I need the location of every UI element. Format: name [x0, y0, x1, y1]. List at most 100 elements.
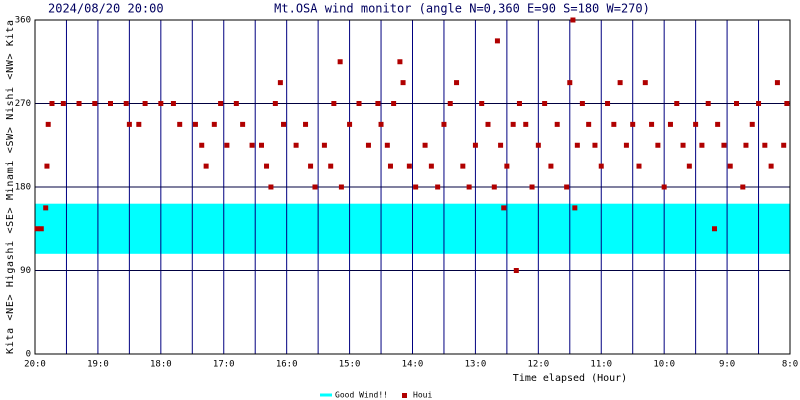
wind-point	[158, 101, 164, 106]
chart-date: 2024/08/20 20:00	[48, 2, 164, 16]
wind-point	[762, 142, 768, 148]
wind-point	[567, 80, 573, 86]
x-tick-label: 17:0	[213, 360, 235, 370]
x-tick-label: 20:0	[24, 360, 46, 370]
wind-point	[192, 121, 198, 127]
wind-point	[170, 101, 176, 106]
wind-point	[126, 121, 132, 127]
wind-point	[479, 101, 485, 106]
wind-point	[642, 80, 648, 86]
wind-point	[76, 101, 82, 106]
wind-point	[699, 142, 705, 148]
chart-title: Mt.OSA wind monitor (angle N=0,360 E=90 …	[274, 2, 650, 16]
wind-point	[721, 142, 727, 148]
wind-point	[712, 226, 717, 232]
wind-point	[574, 142, 580, 148]
wind-point	[605, 101, 611, 106]
wind-point	[400, 80, 406, 86]
legend-swatch	[402, 393, 407, 398]
wind-point	[564, 184, 570, 190]
wind-point	[655, 142, 661, 148]
wind-point	[331, 101, 337, 106]
wind-point	[579, 101, 585, 106]
wind-point	[224, 142, 230, 148]
wind-point	[535, 142, 541, 148]
wind-point	[491, 184, 497, 190]
wind-point	[281, 121, 287, 127]
wind-point	[510, 121, 516, 127]
wind-point	[308, 163, 314, 169]
wind-point	[211, 121, 217, 127]
wind-point	[734, 101, 740, 106]
x-tick-label: 13:0	[465, 360, 487, 370]
wind-point	[661, 184, 667, 190]
wind-point	[504, 163, 510, 169]
wind-point	[598, 163, 604, 169]
wind-point	[686, 163, 692, 169]
y-tick-label: 360	[15, 16, 31, 26]
y-tick-label: 180	[15, 183, 31, 193]
wind-point	[428, 163, 434, 169]
wind-point	[312, 184, 318, 190]
wind-point	[397, 59, 403, 65]
wind-point	[108, 101, 113, 106]
x-tick-label: 18:0	[150, 360, 172, 370]
wind-point	[727, 163, 733, 169]
wind-point	[413, 184, 419, 190]
y-tick-label: 90	[20, 266, 31, 276]
y-tick-label: 270	[15, 99, 31, 109]
x-tick-label: 15:0	[339, 360, 361, 370]
wind-point	[92, 101, 98, 106]
wind-point	[617, 80, 623, 86]
wind-point	[384, 142, 390, 148]
wind-point	[303, 121, 309, 127]
x-tick-label: 9:0	[719, 360, 735, 370]
wind-point	[34, 226, 40, 232]
wind-point	[740, 184, 746, 190]
x-axis-label: Time elapsed (Hour)	[513, 373, 627, 384]
wind-point	[38, 226, 44, 232]
y-axis-label: Kita <NE> Higashi <SE> Minami <SW> Nishi…	[5, 20, 16, 354]
wind-point	[365, 142, 371, 148]
wind-point	[347, 121, 353, 127]
wind-point	[272, 101, 278, 106]
wind-point	[44, 163, 50, 169]
wind-point	[328, 163, 334, 169]
x-tick-label: 10:0	[653, 360, 675, 370]
wind-point	[259, 142, 264, 148]
wind-point	[378, 121, 384, 127]
wind-point	[142, 101, 148, 106]
wind-point	[674, 101, 680, 106]
wind-point	[249, 142, 255, 148]
wind-point	[529, 184, 535, 190]
wind-point	[454, 80, 460, 86]
wind-point	[570, 17, 576, 23]
wind-point	[293, 142, 299, 148]
wind-point	[136, 121, 142, 127]
x-tick-label: 19:0	[87, 360, 109, 370]
wind-point	[513, 268, 519, 273]
wind-point	[441, 121, 447, 127]
wind-point	[240, 121, 246, 127]
legend-label: Good Wind!!	[335, 391, 388, 400]
wind-point	[611, 121, 617, 127]
wind-point	[586, 121, 592, 127]
wind-point	[43, 205, 49, 211]
plot-frame	[34, 19, 791, 355]
wind-point	[199, 142, 205, 148]
wind-point	[233, 101, 239, 106]
wind-point	[321, 142, 327, 148]
x-tick-label: 14:0	[402, 360, 424, 370]
wind-point	[784, 101, 790, 106]
wind-point	[337, 59, 343, 65]
wind-point	[523, 121, 529, 127]
wind-point	[218, 101, 224, 106]
wind-point	[375, 101, 381, 106]
wind-point	[756, 101, 762, 106]
x-tick-label: 16:0	[276, 360, 298, 370]
wind-point	[715, 121, 721, 127]
wind-point	[45, 121, 51, 127]
wind-point	[485, 121, 491, 127]
